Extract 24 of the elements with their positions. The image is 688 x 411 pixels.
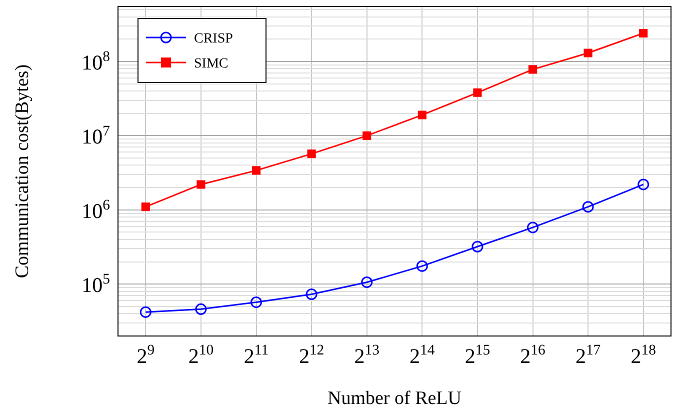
point	[472, 240, 484, 252]
legend-label: CRISP	[194, 32, 234, 46]
point	[528, 65, 538, 74]
point	[306, 288, 318, 300]
y-axis-title: Communication cost(Bytes)	[12, 64, 33, 278]
point	[584, 48, 592, 58]
point	[638, 178, 650, 190]
point	[416, 260, 428, 272]
x-axis-title: Number of ReLU	[327, 388, 462, 409]
point	[418, 110, 426, 120]
point	[141, 202, 150, 212]
point	[195, 303, 207, 315]
point	[307, 150, 316, 158]
point	[639, 28, 648, 38]
point	[196, 180, 206, 189]
point	[140, 306, 152, 318]
point	[527, 222, 538, 234]
point	[362, 131, 372, 140]
point	[582, 201, 594, 213]
point	[361, 276, 373, 288]
point	[473, 88, 482, 97]
legend-label: SIMC	[194, 56, 228, 72]
point	[250, 296, 262, 308]
point	[252, 166, 261, 175]
